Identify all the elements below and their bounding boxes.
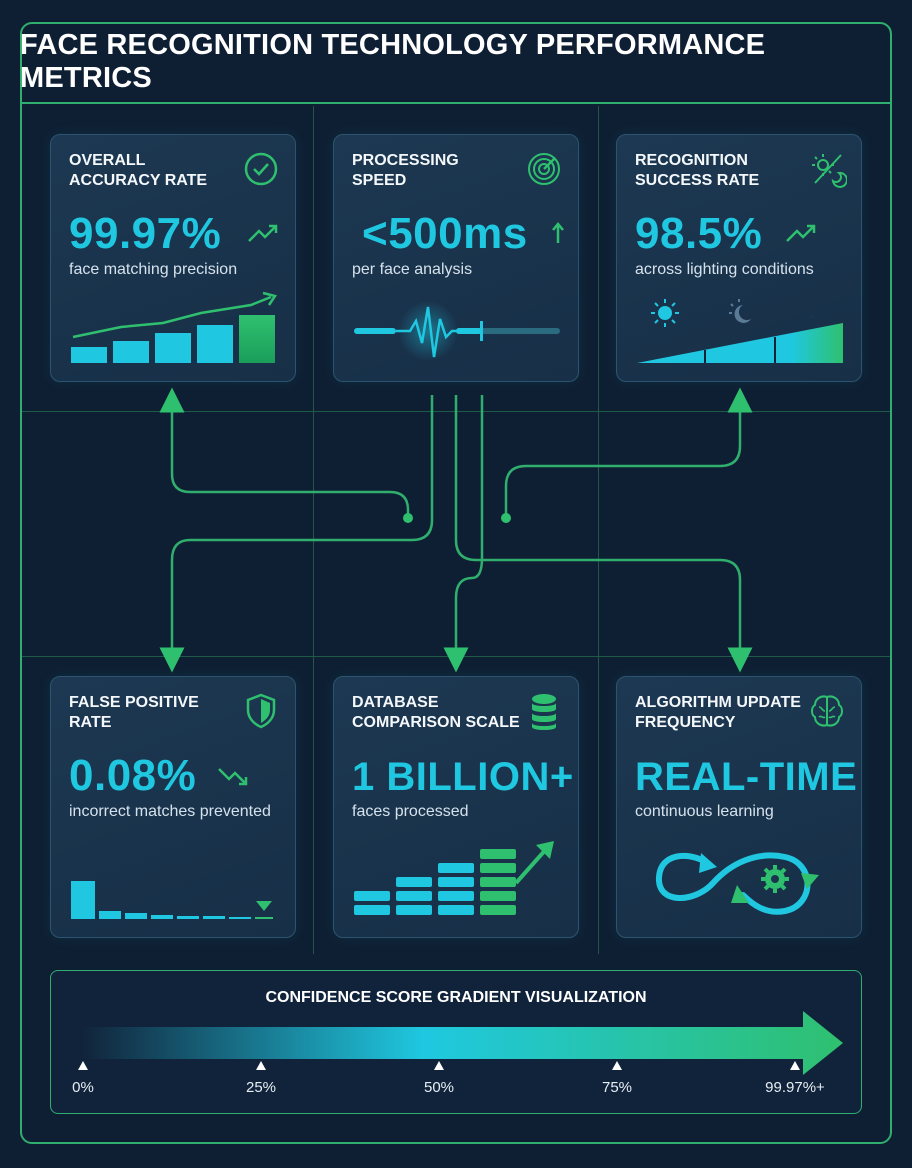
card-database: DATABASE COMPARISON SCALE 1 BILLION+ fac… — [333, 676, 579, 938]
card-success-title: RECOGNITION SUCCESS RATE — [635, 151, 805, 191]
gradient-tick-mark — [434, 1061, 444, 1070]
card-false-positive: FALSE POSITIVE RATE 0.08% incorrect matc… — [50, 676, 296, 938]
gradient-tick-label: 50% — [423, 1079, 455, 1096]
title-line-1: ALGORITHM UPDATE — [635, 694, 801, 711]
speed-sub: per face analysis — [352, 261, 473, 278]
database-sub: faces processed — [352, 803, 469, 820]
card-success: RECOGNITION SUCCESS RATE 98.5% across li… — [616, 134, 862, 382]
algorithm-sub: continuous learning — [635, 803, 774, 820]
gradient-tick-label: 75% — [601, 1079, 633, 1096]
title-line-2: SPEED — [352, 172, 407, 189]
card-false-positive-title: FALSE POSITIVE RATE — [69, 693, 239, 733]
speed-value: <500ms — [362, 209, 528, 258]
gradient-tick-mark — [612, 1061, 622, 1070]
success-sub: across lighting conditions — [635, 261, 814, 278]
gradient-arrow — [81, 1011, 843, 1075]
shield-icon — [246, 693, 276, 729]
algorithm-value: REAL-TIME — [635, 755, 858, 799]
title-line-2: RATE — [69, 714, 112, 731]
gradient-tick-mark — [78, 1061, 88, 1070]
title-line-1: RECOGNITION — [635, 152, 748, 169]
infinity-loop-gear-icon — [656, 852, 819, 915]
trend-up-icon — [248, 224, 278, 242]
server-stacks-graphic — [354, 841, 554, 915]
false-positive-value: 0.08% — [69, 751, 197, 800]
card-algorithm-title: ALGORITHM UPDATE FREQUENCY — [635, 693, 815, 733]
title-line-2: SUCCESS RATE — [635, 172, 760, 189]
card-accuracy-title: OVERALL ACCURACY RATE — [69, 151, 239, 191]
title-line-2: ACCURACY RATE — [69, 172, 208, 189]
outer-frame — [20, 22, 892, 1144]
radar-icon — [528, 153, 560, 185]
card-algorithm: ALGORITHM UPDATE FREQUENCY REAL-TIME con… — [616, 676, 862, 938]
waveform-graphic — [354, 301, 560, 361]
gradient-tick-label: 99.97%+ — [765, 1079, 825, 1096]
card-speed: PROCESSING SPEED <500ms per face analysi… — [333, 134, 579, 382]
confidence-gradient-panel: CONFIDENCE SCORE GRADIENT VISUALIZATION … — [50, 970, 862, 1114]
connector-to-database — [454, 395, 753, 673]
check-circle-icon — [244, 152, 278, 186]
title-bar: FACE RECOGNITION TECHNOLOGY PERFORMANCE … — [20, 22, 892, 104]
gradient-tick-label: 0% — [72, 1079, 94, 1096]
brain-icon — [811, 695, 843, 727]
connector-node-right — [501, 513, 511, 523]
success-value: 98.5% — [635, 209, 763, 258]
accuracy-bar-chart — [71, 291, 278, 363]
connector-to-accuracy — [159, 395, 434, 673]
card-accuracy: OVERALL ACCURACY RATE 99.97% face matchi… — [50, 134, 296, 382]
grid-line-v1 — [313, 106, 314, 954]
database-value: 1 BILLION+ — [352, 755, 574, 799]
page-title: FACE RECOGNITION TECHNOLOGY PERFORMANCE … — [20, 29, 766, 94]
sun-icon — [651, 299, 679, 327]
trend-up-icon — [786, 224, 816, 242]
declining-bar-chart — [71, 881, 273, 919]
gradient-tick-mark — [790, 1061, 800, 1070]
title-line-2: FREQUENCY — [635, 714, 736, 731]
gradient-title: CONFIDENCE SCORE GRADIENT VISUALIZATION — [265, 989, 647, 1006]
title-line-1: OVERALL — [69, 152, 146, 169]
gradient-tick-label: 25% — [245, 1079, 277, 1096]
connector-accuracy-up — [159, 387, 410, 518]
accuracy-value: 99.97% — [69, 209, 222, 258]
connector-success-up — [504, 387, 753, 518]
card-speed-title: PROCESSING SPEED — [352, 151, 522, 191]
arrow-up-icon — [552, 222, 564, 243]
connector-center-down — [443, 395, 484, 673]
card-database-title: DATABASE COMPARISON SCALE — [352, 693, 532, 733]
connector-node-left — [403, 513, 413, 523]
title-line-1: PROCESSING — [352, 152, 459, 169]
false-positive-sub: incorrect matches prevented — [69, 803, 271, 820]
day-night-icon — [812, 154, 847, 188]
moon-icon — [807, 299, 823, 319]
title-line-2: COMPARISON SCALE — [352, 714, 520, 731]
grid-line-v2 — [598, 106, 599, 954]
accuracy-sub: face matching precision — [69, 261, 238, 278]
gear-icon — [761, 865, 789, 893]
title-line-1: FALSE POSITIVE — [69, 694, 199, 711]
database-icon — [532, 694, 556, 730]
title-line-1: DATABASE — [352, 694, 439, 711]
lighting-ramp-graphic — [637, 299, 843, 363]
dusk-icon — [729, 299, 751, 323]
trend-down-icon — [218, 768, 248, 786]
gradient-tick-mark — [256, 1061, 266, 1070]
